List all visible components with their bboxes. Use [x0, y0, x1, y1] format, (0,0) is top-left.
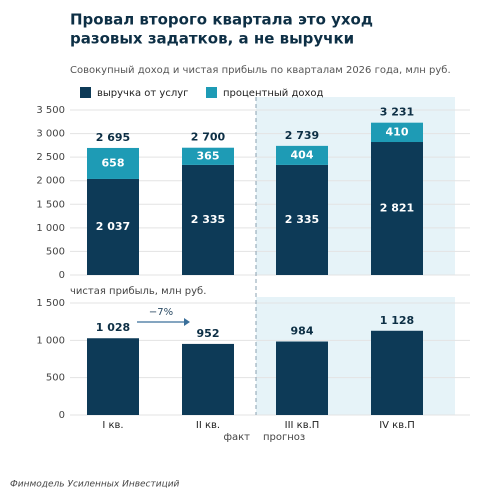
value-label: 1 128: [380, 314, 414, 327]
bar-segment: [371, 142, 423, 275]
footer: Финмодель Усиленных Инвестиций: [10, 480, 180, 490]
subtitle: Совокупный доход и чистая прибыль по ква…: [70, 65, 451, 76]
bar-segment: [182, 147, 234, 165]
bar: [182, 343, 234, 415]
y-tick-label: 1 500: [36, 298, 65, 309]
value-label: 365: [197, 149, 220, 162]
change-arrow-head: [184, 318, 190, 326]
y-tick-label: 0: [59, 270, 65, 281]
fact-label: факт: [223, 432, 250, 443]
y-label: чистая прибыль, млн руб.: [70, 286, 206, 297]
value-label: 952: [197, 327, 220, 340]
value-label: 410: [386, 125, 409, 138]
bar-segment: [182, 164, 234, 275]
y-tick-label: 500: [46, 246, 65, 257]
legend-label: выручка от услуг: [97, 88, 188, 99]
x-tick-label: IV кв.П: [379, 420, 415, 431]
legend-label: процентный доход: [223, 88, 324, 99]
title: Провал второго квартала это уход: [70, 11, 373, 29]
value-label: 1 028: [96, 321, 130, 334]
value-label: 2 335: [191, 213, 225, 226]
bar-segment: [276, 164, 328, 275]
bar-segment: [371, 122, 423, 143]
bar: [276, 341, 328, 415]
y-tick-label: 1 000: [36, 335, 65, 346]
y-tick-label: 500: [46, 373, 65, 384]
y-tick-label: 3 500: [36, 105, 65, 116]
x-tick-label: II кв.: [196, 420, 220, 431]
total-label: 3 231: [380, 106, 414, 119]
y-tick-label: 2 000: [36, 176, 65, 187]
x-tick-label: III кв.П: [285, 420, 320, 431]
forecast-label: прогноз: [263, 432, 305, 443]
y-tick-label: 1 500: [36, 199, 65, 210]
value-label: 658: [102, 156, 125, 169]
y-tick-label: 3 000: [36, 129, 65, 140]
total-label: 2 739: [285, 129, 319, 142]
value-label: 2 821: [380, 202, 414, 215]
legend-swatch: [80, 87, 91, 98]
value-label: 984: [291, 325, 314, 338]
bar: [87, 338, 139, 415]
y-tick-label: 2 500: [36, 152, 65, 163]
bar-segment: [87, 147, 139, 179]
total-label: 2 700: [191, 131, 226, 144]
y-tick-label: 0: [59, 410, 65, 421]
total-label: 2 695: [96, 131, 130, 144]
bar-segment: [276, 145, 328, 165]
value-label: 2 335: [285, 213, 319, 226]
title: разовых задатков, а не выручки: [70, 30, 354, 48]
y-tick-label: 1 000: [36, 223, 65, 234]
value-label: 404: [291, 148, 314, 161]
bar-segment: [87, 178, 139, 275]
value-label: 2 037: [96, 220, 130, 233]
annotation: −7%: [149, 307, 173, 318]
bar: [371, 330, 423, 415]
legend-swatch: [206, 87, 217, 98]
x-tick-label: I кв.: [102, 420, 123, 431]
